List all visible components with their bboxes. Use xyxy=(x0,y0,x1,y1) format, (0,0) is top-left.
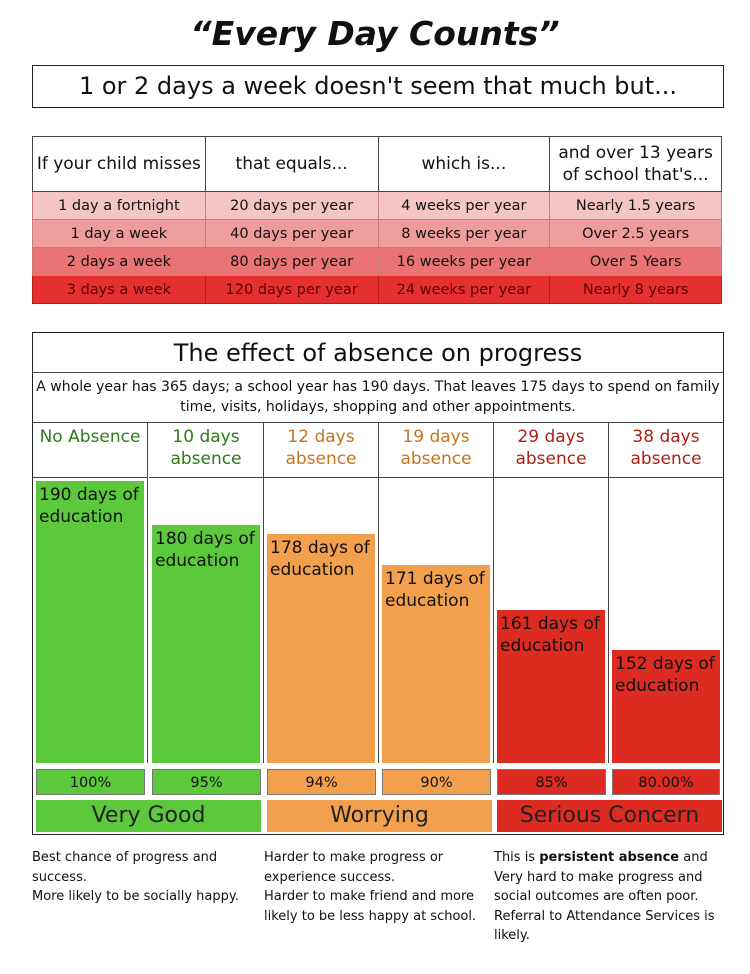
table-header-row: If your child misses that equals... whic… xyxy=(32,136,722,192)
table-cell: 24 weeks per year xyxy=(377,275,551,304)
bar: 171 days of education xyxy=(382,565,490,763)
note-line: More likely to be socially happy. xyxy=(32,889,239,904)
percentage-label: 80.00% xyxy=(612,769,720,795)
percentage-label: 85% xyxy=(497,769,606,795)
bar: 152 days of education xyxy=(612,649,720,763)
subtitle-banner: 1 or 2 days a week doesn't seem that muc… xyxy=(32,65,724,108)
verdict-very-good: Very Good xyxy=(36,800,261,832)
note-line: Harder to make friend and more likely to… xyxy=(264,889,477,924)
absence-effect-chart: The effect of absence on progress A whol… xyxy=(32,332,724,835)
table-header-cell: If your child misses xyxy=(32,136,206,192)
table-cell: Nearly 8 years xyxy=(549,275,722,304)
category-label: No Absence xyxy=(33,423,148,478)
category-label: 29 days absence xyxy=(494,423,609,478)
bar-data-label: 171 days of education xyxy=(385,569,485,612)
bar: 178 days of education xyxy=(267,534,375,763)
bar-column: 161 days of education xyxy=(494,478,609,763)
table-row: 2 days a week 80 days per year 16 weeks … xyxy=(32,247,722,276)
table-header-cell: which is... xyxy=(377,136,551,192)
table-cell: 3 days a week xyxy=(32,275,206,304)
note-line: Harder to make progress or experience su… xyxy=(264,850,444,885)
table-row: 1 day a fortnight 20 days per year 4 wee… xyxy=(32,191,722,220)
note-text: This is xyxy=(494,850,540,865)
note-line: Best chance of progress and success. xyxy=(32,850,218,885)
bar: 180 days of education xyxy=(152,525,260,763)
table-cell: 1 day a week xyxy=(32,219,206,248)
table-cell: Over 5 Years xyxy=(549,247,722,276)
bar-column: 180 days of education xyxy=(149,478,264,763)
table-cell: 120 days per year xyxy=(204,275,379,304)
percentage-label: 94% xyxy=(267,769,376,795)
table-header-cell: and over 13 years of school that's... xyxy=(549,136,722,192)
table-cell: Nearly 1.5 years xyxy=(549,191,722,220)
verdict-worrying: Worrying xyxy=(267,800,492,832)
note-very-good: Best chance of progress and success. Mor… xyxy=(32,848,257,907)
absence-table: If your child misses that equals... whic… xyxy=(32,136,722,304)
table-cell: 2 days a week xyxy=(32,247,206,276)
bar-column: 171 days of education xyxy=(379,478,494,763)
verdict-serious-concern: Serious Concern xyxy=(497,800,722,832)
table-header-cell: that equals... xyxy=(204,136,379,192)
table-row: 1 day a week 40 days per year 8 weeks pe… xyxy=(32,219,722,248)
note-bold-text: persistent absence xyxy=(539,850,680,865)
table-row: 3 days a week 120 days per year 24 weeks… xyxy=(32,275,722,304)
bar-column: 152 days of education xyxy=(609,478,723,763)
table-cell: Over 2.5 years xyxy=(549,219,722,248)
percentage-label: 100% xyxy=(36,769,145,795)
category-label: 38 days absence xyxy=(609,423,723,478)
bar-column: 178 days of education xyxy=(264,478,379,763)
bar: 161 days of education xyxy=(497,609,605,763)
bar-data-label: 152 days of education xyxy=(615,653,715,696)
percentage-label: 95% xyxy=(152,769,261,795)
table-cell: 1 day a fortnight xyxy=(32,191,206,220)
bar-column: 190 days of education xyxy=(33,478,148,763)
note-serious-concern: This is persistent absence and Very hard… xyxy=(494,848,724,946)
note-worrying: Harder to make progress or experience su… xyxy=(264,848,492,926)
table-cell: 40 days per year xyxy=(204,219,379,248)
category-label: 19 days absence xyxy=(379,423,494,478)
chart-description: A whole year has 365 days; a school year… xyxy=(33,373,723,423)
bar: 190 days of education xyxy=(36,481,144,763)
bar-data-label: 161 days of education xyxy=(500,613,600,656)
table-cell: 80 days per year xyxy=(204,247,379,276)
table-cell: 16 weeks per year xyxy=(377,247,551,276)
page-title: “Every Day Counts” xyxy=(190,14,560,53)
category-label: 12 days absence xyxy=(264,423,379,478)
bar-data-label: 180 days of education xyxy=(155,529,255,572)
category-label: 10 days absence xyxy=(149,423,264,478)
bar-data-label: 178 days of education xyxy=(270,538,370,581)
percentage-label: 90% xyxy=(382,769,491,795)
table-cell: 8 weeks per year xyxy=(377,219,551,248)
table-cell: 4 weeks per year xyxy=(377,191,551,220)
table-cell: 20 days per year xyxy=(204,191,379,220)
bar-data-label: 190 days of education xyxy=(39,485,139,527)
chart-title: The effect of absence on progress xyxy=(33,333,723,373)
note-text: and Very hard to make progress and socia… xyxy=(494,850,715,943)
